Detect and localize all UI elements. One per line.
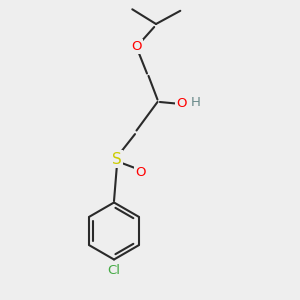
Text: H: H — [191, 96, 200, 109]
Text: Cl: Cl — [107, 263, 121, 277]
Text: S: S — [112, 152, 122, 166]
Text: O: O — [131, 40, 142, 53]
Text: O: O — [135, 166, 145, 179]
Text: O: O — [176, 97, 187, 110]
